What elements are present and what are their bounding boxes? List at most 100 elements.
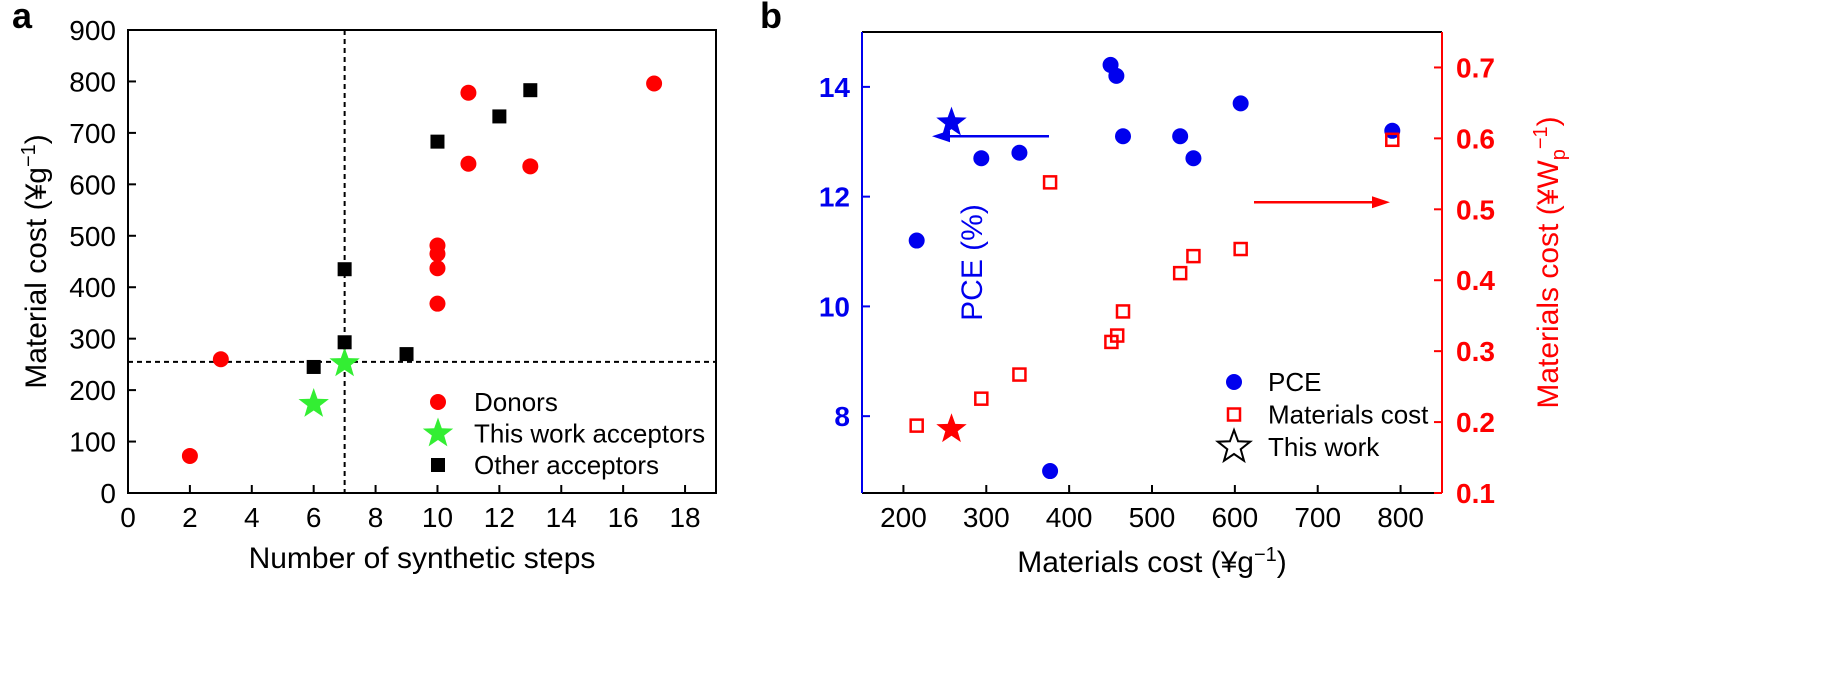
data-point-square bbox=[337, 335, 352, 350]
x-tick-label: 600 bbox=[1211, 502, 1258, 533]
y-tick-label: 800 bbox=[69, 66, 116, 97]
data-point-materials-cost bbox=[909, 418, 924, 433]
data-point-circle bbox=[429, 237, 446, 254]
legend-label: Other acceptors bbox=[474, 450, 659, 480]
data-point-materials-cost bbox=[1042, 175, 1058, 190]
x-axis-title: Number of synthetic steps bbox=[249, 542, 596, 575]
legend-marker-star bbox=[422, 417, 454, 447]
data-point-square bbox=[306, 359, 321, 374]
legend-label: Materials cost bbox=[1268, 400, 1429, 430]
data-point-circle bbox=[429, 295, 446, 312]
data-point-materials-cost bbox=[1012, 367, 1027, 382]
right-y-axis-title-sup: −1 bbox=[1530, 126, 1552, 149]
legend-label: PCE bbox=[1268, 367, 1321, 397]
right-y-axis-title-main: Materials cost (¥W bbox=[1532, 160, 1565, 409]
y-tick-label: 500 bbox=[69, 221, 116, 252]
panel-a: a 0 2 4 6 8 10 12 14 16 18 0 100 200 300 400 500 600 700 80… bbox=[12, 0, 717, 575]
data-point-circle bbox=[646, 75, 663, 92]
data-point-materials-cost bbox=[1109, 328, 1125, 343]
right-y-tick-label: 0.5 bbox=[1456, 194, 1495, 225]
x-tick-label: 500 bbox=[1129, 502, 1176, 533]
data-point-materials-cost bbox=[1172, 265, 1188, 281]
data-point-pce bbox=[1108, 67, 1125, 84]
x-tick-label: 0 bbox=[120, 502, 136, 533]
data-point-materials-cost bbox=[974, 391, 989, 406]
x-tick-label: 400 bbox=[1046, 502, 1093, 533]
data-point-circle bbox=[212, 351, 229, 368]
data-point-star bbox=[298, 388, 329, 417]
data-point-square bbox=[492, 109, 507, 124]
legend-marker-circle bbox=[430, 394, 446, 410]
left-y-tick-label: 10 bbox=[819, 291, 850, 322]
data-point-materials-cost bbox=[1233, 241, 1248, 257]
right-y-axis-title: Materials cost (¥Wp−1) bbox=[1530, 116, 1570, 408]
x-tick-label: 10 bbox=[422, 502, 453, 533]
data-point-pce bbox=[1115, 128, 1131, 145]
panel-a-label: a bbox=[12, 0, 33, 36]
x-tick-label: 300 bbox=[963, 502, 1010, 533]
right-y-axis-title-sub: p bbox=[1548, 149, 1570, 160]
y-tick-label: 900 bbox=[69, 15, 116, 46]
left-y-tick-label: 14 bbox=[819, 72, 851, 103]
data-point-circle bbox=[429, 260, 446, 277]
legend-marker-square bbox=[431, 458, 445, 472]
left-y-tick-label: 12 bbox=[819, 182, 850, 213]
x-tick-label: 8 bbox=[368, 502, 384, 533]
legend-marker-open-star bbox=[1215, 427, 1253, 464]
data-point-pce bbox=[1042, 463, 1059, 480]
legend-marker-open-square bbox=[1226, 407, 1242, 422]
left-axis-arrow-head bbox=[932, 130, 950, 143]
legend-label: This work acceptors bbox=[474, 419, 705, 449]
left-y-axis-title: PCE (%) bbox=[956, 204, 989, 321]
x-tick-label: 4 bbox=[244, 502, 260, 533]
data-point-circle bbox=[460, 84, 477, 101]
x-axis-title-sup: −1 bbox=[1254, 544, 1277, 566]
right-y-axis-title-tail: ) bbox=[1532, 116, 1565, 126]
data-point-circle bbox=[460, 155, 477, 172]
data-point-materials-cost bbox=[1385, 132, 1400, 148]
x-axis-title-main: Materials cost (¥g bbox=[1017, 546, 1254, 579]
y-tick-label: 700 bbox=[69, 118, 116, 149]
panel-b: b 200 300 400 500 600 700 800 8 10 12 14 0.1 0.2 0.3 0.… bbox=[760, 0, 1570, 579]
left-y-tick-label: 8 bbox=[834, 401, 850, 432]
x-axis-title: Materials cost (¥g−1) bbox=[1017, 544, 1287, 579]
y-tick-label: 300 bbox=[69, 324, 116, 355]
legend-label: This work bbox=[1268, 432, 1380, 462]
x-tick-label: 18 bbox=[669, 502, 700, 533]
y-axis-title: Material cost (¥g−1) bbox=[18, 134, 53, 389]
right-y-tick-label: 0.7 bbox=[1456, 52, 1495, 83]
x-tick-label: 14 bbox=[546, 502, 577, 533]
data-point-star bbox=[329, 347, 360, 377]
x-tick-label: 200 bbox=[880, 502, 927, 533]
right-y-tick-label: 0.1 bbox=[1456, 478, 1495, 509]
data-point-pce bbox=[1232, 95, 1249, 112]
x-tick-label: 2 bbox=[182, 502, 198, 533]
x-tick-label: 700 bbox=[1294, 502, 1341, 533]
x-tick-label: 16 bbox=[608, 502, 639, 533]
x-tick-label: 800 bbox=[1377, 502, 1424, 533]
data-point-square bbox=[523, 83, 538, 98]
data-point-pce bbox=[973, 150, 990, 167]
data-point-pce bbox=[1172, 128, 1189, 145]
x-tick-label: 12 bbox=[484, 502, 515, 533]
right-y-tick-label: 0.3 bbox=[1456, 336, 1495, 367]
data-point-pce bbox=[1185, 150, 1202, 167]
y-tick-label: 600 bbox=[69, 169, 116, 200]
panel-b-label: b bbox=[760, 0, 782, 36]
data-point-circle bbox=[181, 447, 198, 464]
y-tick-label: 200 bbox=[69, 375, 116, 406]
data-point-square bbox=[399, 347, 414, 362]
legend-marker-circle bbox=[1226, 374, 1242, 390]
right-axis-arrow-head bbox=[1372, 196, 1390, 209]
data-point-pce bbox=[908, 232, 925, 249]
data-point-circle bbox=[522, 158, 539, 175]
y-tick-label: 400 bbox=[69, 272, 116, 303]
data-point-this-work-pce bbox=[936, 106, 967, 136]
y-tick-label: 100 bbox=[69, 427, 116, 458]
panel-a-frame bbox=[127, 29, 717, 494]
data-point-materials-cost bbox=[1186, 248, 1201, 264]
y-axis-title-main: Material cost (¥g bbox=[20, 167, 53, 389]
data-point-square bbox=[337, 262, 352, 277]
x-axis-title-tail: ) bbox=[1277, 546, 1287, 579]
